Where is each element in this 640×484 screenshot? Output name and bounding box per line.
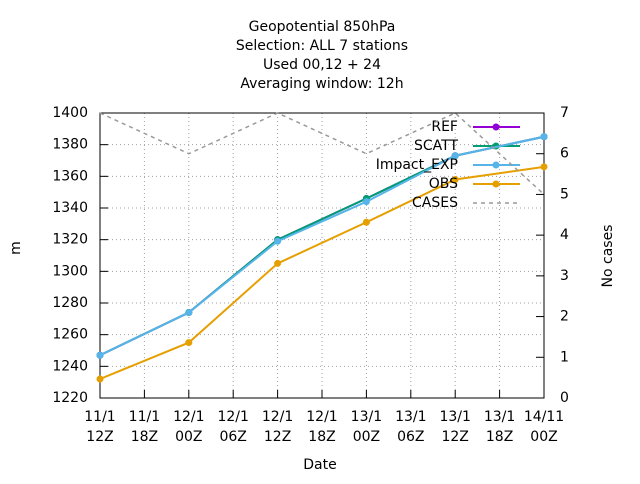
x-tick-label: 12/1: [306, 409, 337, 425]
series-line: [99, 112, 545, 195]
x-tick-label: 12/1: [173, 409, 204, 425]
x-tick-label: 18Z: [131, 429, 158, 445]
chart-title: Selection: ALL 7 stations: [236, 38, 408, 54]
x-tick-label: 06Z: [219, 429, 246, 445]
x-tick-label: 12/1: [217, 409, 248, 425]
x-tick-label: 06Z: [397, 429, 424, 445]
x-tick-label: 12Z: [441, 429, 468, 445]
point: [96, 375, 104, 383]
y2-tick-label: 7: [560, 105, 569, 121]
legend-label: Impact_EXP: [376, 157, 458, 173]
y-tick-label: 1240: [52, 358, 88, 374]
point: [362, 218, 370, 226]
x-tick-label: 12Z: [264, 429, 291, 445]
series-line: [99, 165, 545, 380]
y-tick-label: 1340: [52, 200, 88, 216]
legend-marker: [492, 180, 500, 188]
x-tick-label: 13/1: [395, 409, 426, 425]
plot-frame: [99, 112, 545, 399]
x-tick-label: 13/1: [351, 409, 382, 425]
point: [185, 339, 193, 347]
y2-tick-label: 4: [560, 227, 569, 243]
chart-title: Averaging window: 12h: [240, 76, 403, 92]
legend-label: REF: [431, 119, 458, 135]
y-tick-label: 1380: [52, 137, 88, 153]
point: [451, 152, 459, 160]
y-axis-label: m: [8, 241, 24, 255]
point: [362, 198, 370, 206]
y-tick-label: 1360: [52, 168, 88, 184]
y2-tick-label: 5: [560, 186, 569, 202]
x-tick-label: 11/1: [84, 409, 115, 425]
x-tick-label: 00Z: [353, 429, 380, 445]
legend-marker: [492, 123, 500, 131]
x-tick-label: 00Z: [530, 429, 557, 445]
chart-title: Geopotential 850hPa: [249, 19, 396, 35]
y-tick-label: 1280: [52, 295, 88, 311]
y2-tick-label: 2: [560, 309, 569, 325]
y-tick-label: 1220: [52, 390, 88, 406]
x-tick-label: 18Z: [308, 429, 335, 445]
y-tick-label: 1260: [52, 327, 88, 343]
x-tick-label: 13/1: [439, 409, 470, 425]
x-tick-label: 13/1: [484, 409, 515, 425]
x-tick-label: 00Z: [175, 429, 202, 445]
y-tick-label: 1300: [52, 263, 88, 279]
series-line: [99, 135, 545, 357]
legend-marker: [492, 161, 500, 169]
x-tick-label: 11/1: [129, 409, 160, 425]
y2-tick-label: 6: [560, 146, 569, 162]
y2-tick-label: 1: [560, 349, 569, 365]
legend-label: OBS: [429, 176, 458, 192]
x-tick-label: 12Z: [86, 429, 113, 445]
legend-label: SCATT: [414, 138, 458, 154]
y2-tick-label: 3: [560, 268, 569, 284]
point: [540, 163, 548, 171]
x-tick-label: 12/1: [262, 409, 293, 425]
point: [185, 309, 193, 316]
point: [274, 259, 282, 267]
legend-label: CASES: [412, 195, 458, 211]
point: [274, 237, 282, 245]
point: [451, 176, 459, 183]
y-tick-label: 1400: [52, 105, 88, 121]
chart-title: Used 00,12 + 24: [263, 57, 381, 73]
x-tick-label: 14/11: [524, 409, 564, 425]
y2-axis-label: No cases: [600, 225, 616, 288]
y-tick-label: 1320: [52, 232, 88, 248]
point: [540, 133, 548, 141]
point: [96, 351, 104, 359]
x-axis-label: Date: [303, 457, 336, 473]
y2-tick-label: 0: [560, 390, 569, 406]
x-tick-label: 18Z: [486, 429, 513, 445]
